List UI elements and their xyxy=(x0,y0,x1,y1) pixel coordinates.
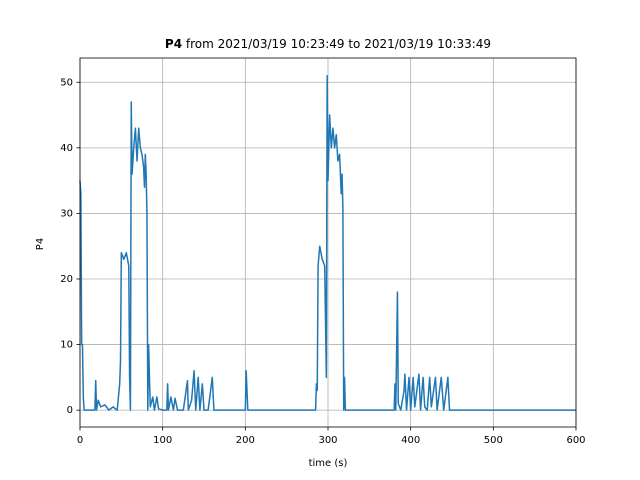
x-tick-label: 500 xyxy=(484,435,503,446)
x-tick-label: 200 xyxy=(236,435,255,446)
y-tick-label: 0 xyxy=(67,405,73,416)
x-tick-label: 100 xyxy=(153,435,172,446)
y-tick-label: 10 xyxy=(60,340,73,351)
plot xyxy=(79,74,576,411)
title-range: from 2021/03/19 10:23:49 to 2021/03/19 1… xyxy=(186,37,491,51)
y-axis-label: P4 xyxy=(35,238,46,250)
y-tick-label: 20 xyxy=(60,274,73,285)
y-tick-label: 30 xyxy=(60,208,73,219)
y-tick-label: 40 xyxy=(60,143,73,154)
title-variable: P4 xyxy=(165,37,182,51)
x-tick-label: 600 xyxy=(566,435,585,446)
y-tick-label: 50 xyxy=(60,77,73,88)
x-tick-label: 0 xyxy=(77,435,83,446)
x-axis-label: time (s) xyxy=(309,458,348,469)
x-tick-label: 300 xyxy=(318,435,337,446)
x-tick-label: 400 xyxy=(401,435,420,446)
chart-title: P4 from 2021/03/19 10:23:49 to 2021/03/1… xyxy=(165,37,491,51)
data-line xyxy=(79,74,576,411)
